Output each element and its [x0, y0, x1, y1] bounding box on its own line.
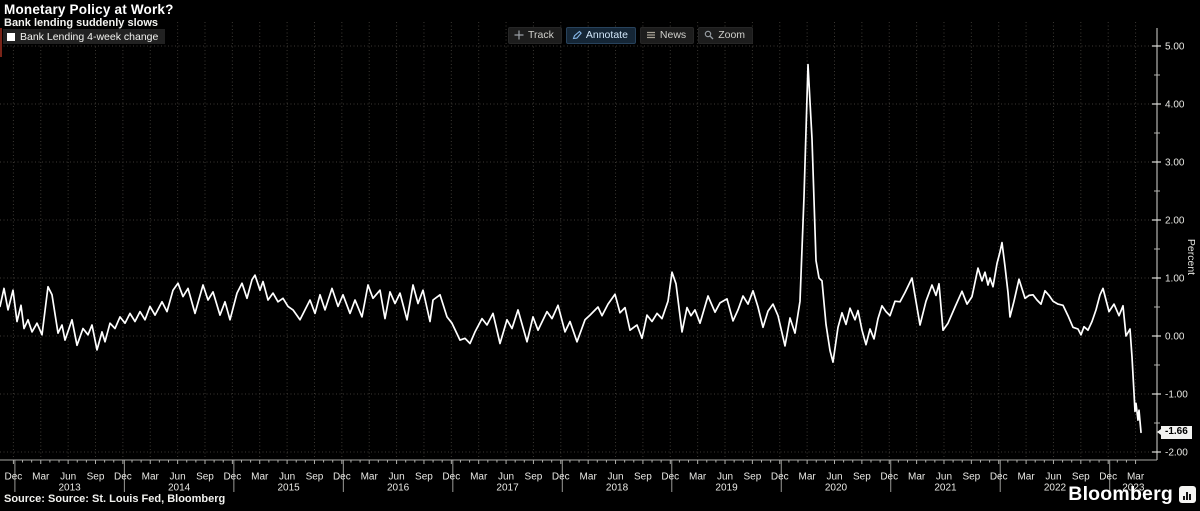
x-tick-label: Dec — [223, 472, 241, 483]
legend-label: Bank Lending 4-week change — [20, 30, 159, 43]
x-year-label: 2014 — [168, 483, 191, 494]
x-year-label: 2020 — [825, 483, 848, 494]
x-tick-label: Sep — [415, 472, 433, 483]
y-tick-label: 2.00 — [1165, 216, 1185, 227]
x-tick-label: Jun — [170, 472, 186, 483]
source-note: Source: Source: St. Louis Fed, Bloomberg — [4, 493, 226, 505]
x-tick-label: Jun — [389, 472, 405, 483]
x-tick-label: Dec — [442, 472, 460, 483]
gridlines — [0, 22, 1157, 460]
x-tick-label: Dec — [1099, 472, 1117, 483]
x-tick-label: Mar — [251, 472, 269, 483]
x-tick-label: Sep — [962, 472, 980, 483]
track-button[interactable]: Track — [508, 27, 562, 44]
bloomberg-logo: Bloomberg — [1068, 483, 1196, 506]
y-tick-label: 5.00 — [1165, 42, 1185, 53]
axes — [0, 28, 1161, 492]
crosshair-icon — [514, 30, 524, 40]
x-tick-label: Jun — [498, 472, 514, 483]
chart-toolbar: Track Annotate News Zoom — [508, 27, 754, 44]
zoom-button-label: Zoom — [718, 29, 746, 41]
y-tick-label: 4.00 — [1165, 100, 1185, 111]
x-tick-label: Jun — [717, 472, 733, 483]
x-tick-label: Sep — [87, 472, 105, 483]
x-tick-label: Jun — [60, 472, 76, 483]
x-tick-label: Dec — [5, 472, 23, 483]
zoom-button[interactable]: Zoom — [698, 27, 754, 44]
x-tick-label: Sep — [634, 472, 652, 483]
bloomberg-wordmark: Bloomberg — [1068, 483, 1173, 505]
x-year-label: 2019 — [715, 483, 738, 494]
x-tick-label: Jun — [826, 472, 842, 483]
x-tick-label: Dec — [880, 472, 898, 483]
page-subtitle: Bank lending suddenly slows — [4, 17, 159, 29]
y-tick-label: 3.00 — [1165, 158, 1185, 169]
x-tick-label: Mar — [142, 472, 160, 483]
x-tick-label: Sep — [525, 472, 543, 483]
x-tick-label: Sep — [1072, 472, 1090, 483]
last-value-text: -1.66 — [1165, 426, 1188, 437]
bar-chart-icon — [1179, 486, 1196, 503]
x-tick-label: Mar — [799, 472, 817, 483]
y-tick-label: 0.00 — [1165, 332, 1185, 343]
x-tick-label: Mar — [580, 472, 598, 483]
track-button-label: Track — [528, 29, 554, 41]
x-tick-label: Jun — [936, 472, 952, 483]
x-tick-label: Sep — [196, 472, 214, 483]
news-button[interactable]: News — [639, 27, 695, 44]
x-tick-label: Sep — [853, 472, 871, 483]
x-year-label: 2015 — [277, 483, 300, 494]
annotate-button-label: Annotate — [585, 29, 628, 41]
x-tick-label: Mar — [1017, 472, 1035, 483]
x-tick-label: Mar — [689, 472, 707, 483]
x-tick-label: Dec — [333, 472, 351, 483]
y-tick-label: -1.00 — [1165, 390, 1188, 401]
x-tick-label: Dec — [114, 472, 132, 483]
x-year-label: 2022 — [1044, 483, 1067, 494]
left-edge-marker — [0, 28, 2, 57]
x-tick-label: Jun — [1045, 472, 1061, 483]
x-tick-label: Sep — [306, 472, 324, 483]
x-year-label: 2023 — [1122, 483, 1145, 494]
x-tick-label: Dec — [661, 472, 679, 483]
x-tick-label: Mar — [32, 472, 50, 483]
series-line — [0, 63, 1142, 434]
x-year-label: 2017 — [496, 483, 519, 494]
badge-notch-icon — [1157, 429, 1161, 435]
x-tick-label: Sep — [743, 472, 761, 483]
x-tick-label: Mar — [470, 472, 488, 483]
legend[interactable]: Bank Lending 4-week change — [3, 29, 166, 44]
list-icon — [646, 30, 656, 40]
last-value-badge: -1.66 — [1157, 426, 1192, 439]
y-tick-label: 1.00 — [1165, 274, 1185, 285]
annotate-button[interactable]: Annotate — [565, 27, 636, 44]
x-tick-label: Mar — [1127, 472, 1145, 483]
data-series — [0, 63, 1142, 434]
x-tick-label: Jun — [607, 472, 623, 483]
x-tick-label: Dec — [990, 472, 1008, 483]
y-axis-title: Percent — [1185, 238, 1197, 276]
x-year-label: 2013 — [59, 483, 82, 494]
axis-labels: 5.00 4.00 3.00 2.00 1.00 0.00 -1.00 -2.00 Dec Mar… — [5, 42, 1189, 494]
x-tick-label: Mar — [361, 472, 379, 483]
x-year-label: 2021 — [934, 483, 957, 494]
legend-marker — [7, 32, 15, 41]
x-tick-label: Dec — [771, 472, 789, 483]
y-tick-label: -2.00 — [1165, 448, 1188, 459]
x-year-label: 2016 — [387, 483, 410, 494]
news-button-label: News — [659, 29, 687, 41]
x-tick-label: Mar — [908, 472, 926, 483]
page-title: Monetary Policy at Work? — [4, 2, 174, 17]
pencil-icon — [572, 30, 582, 40]
magnifier-icon — [704, 30, 714, 40]
x-year-label: 2018 — [606, 483, 629, 494]
x-tick-label: Jun — [279, 472, 295, 483]
x-tick-label: Dec — [552, 472, 570, 483]
